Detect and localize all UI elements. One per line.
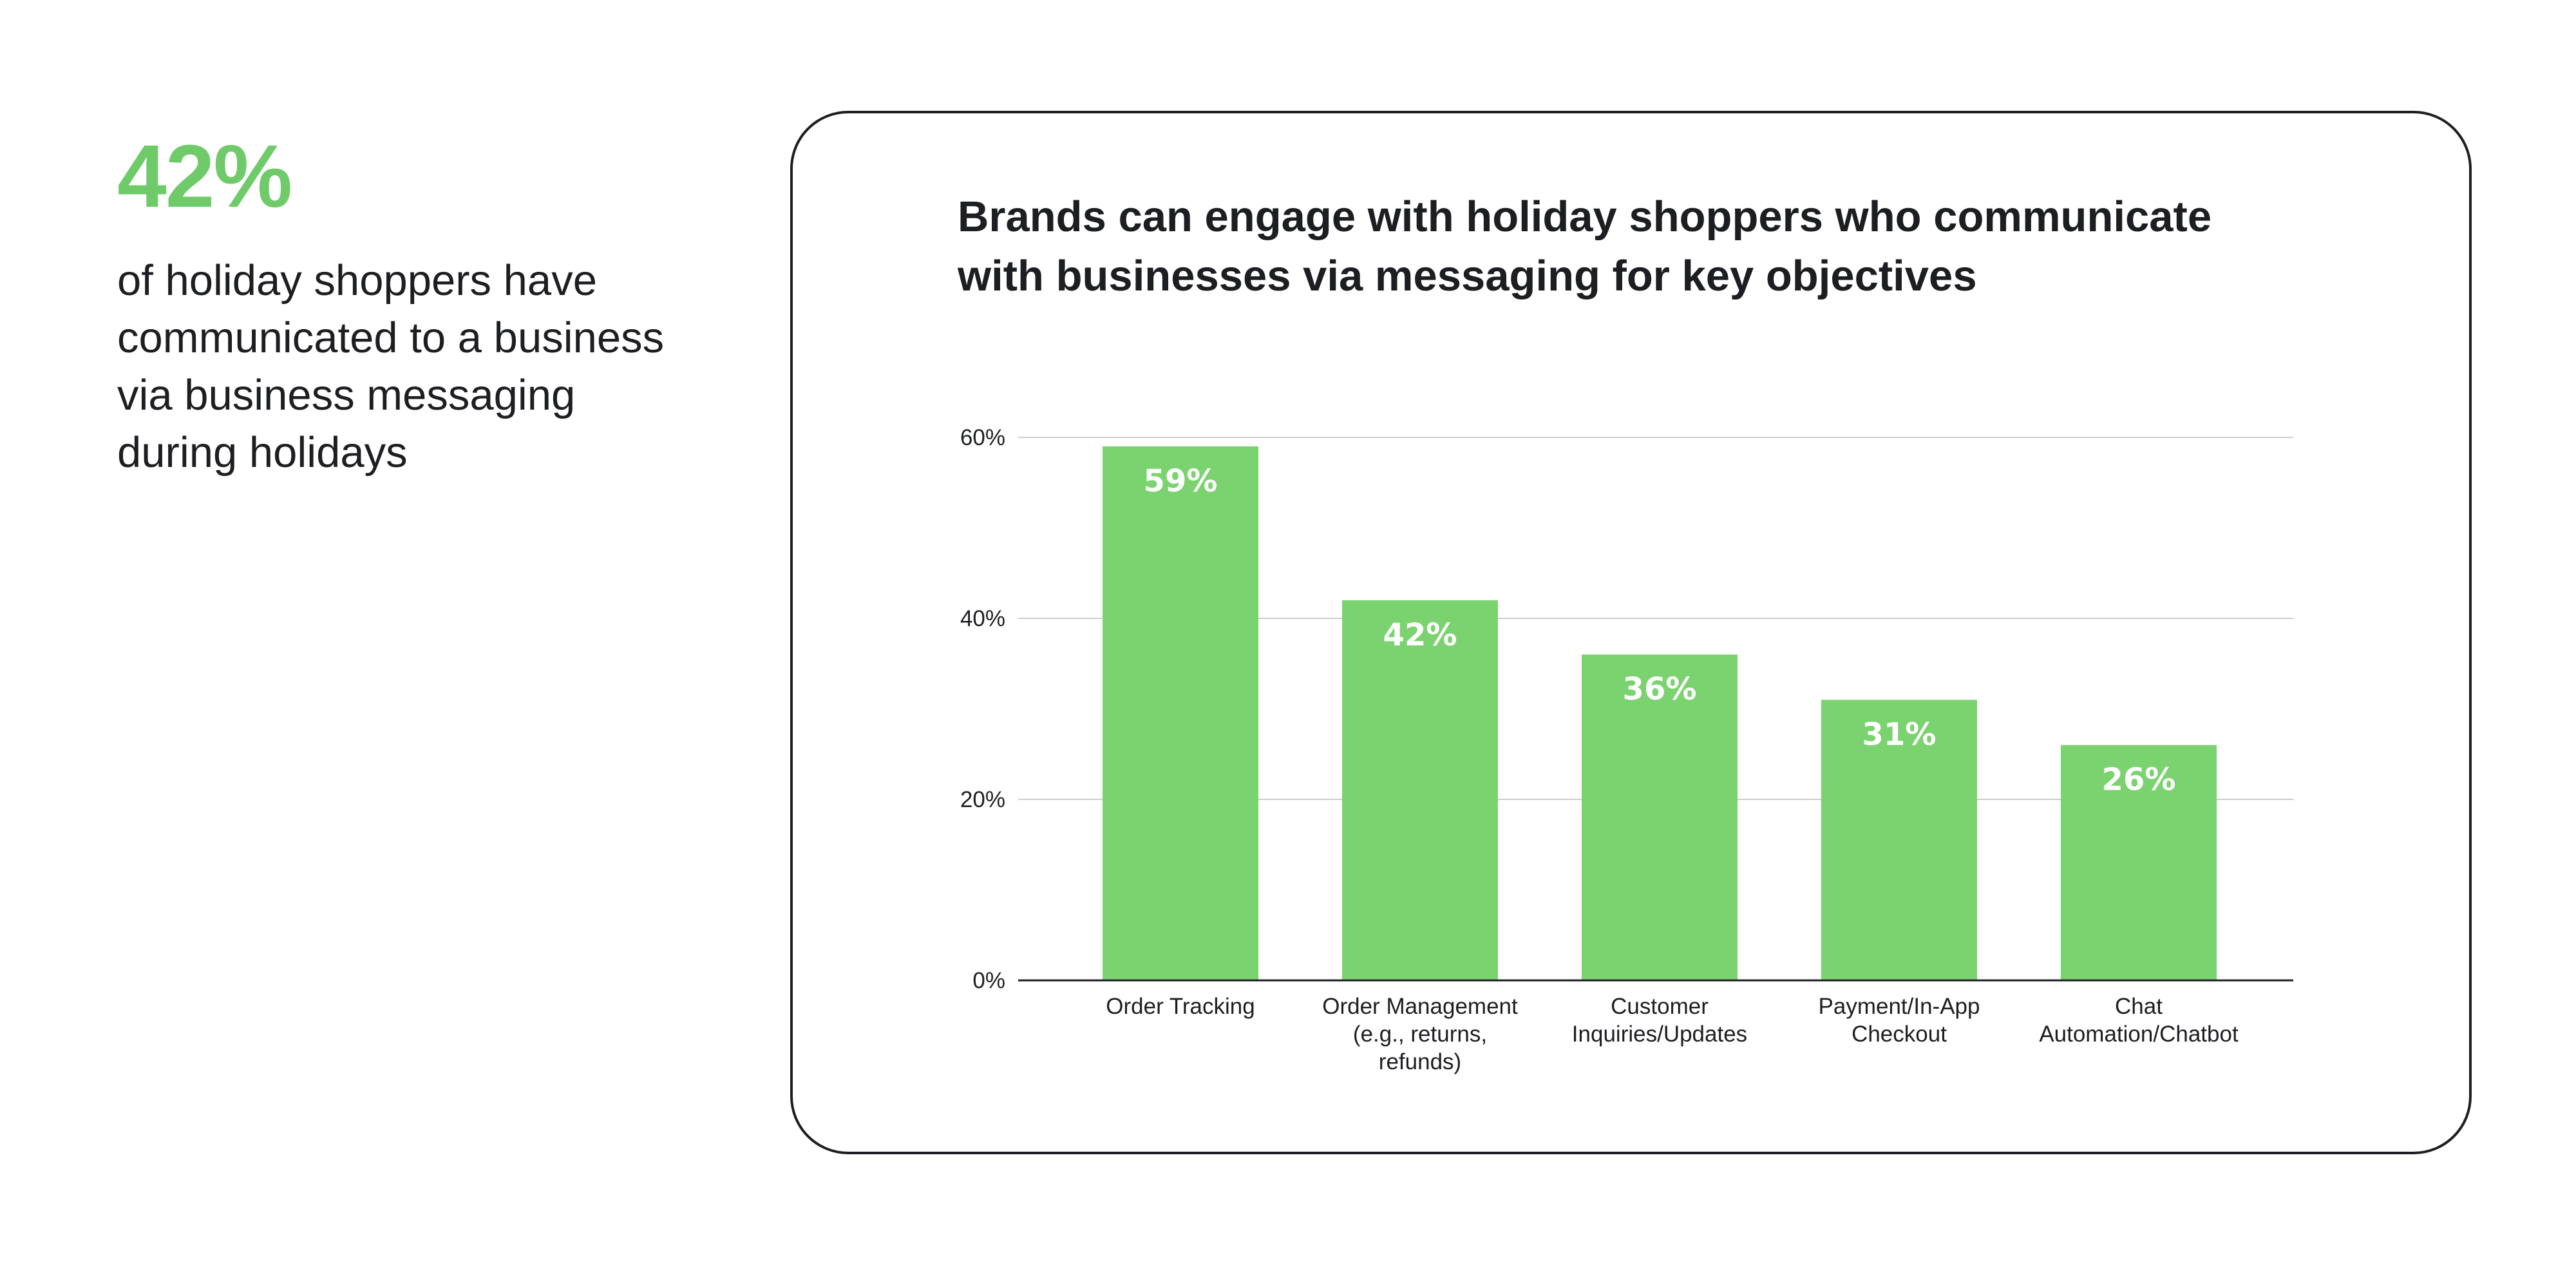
bar-value-label: 31% xyxy=(1862,716,1937,752)
x-category-label: Order Management (e.g., returns, refunds) xyxy=(1322,994,1518,1074)
bar-value-label: 59% xyxy=(1144,463,1218,499)
stat-block: 42% of holiday shoppers have communicate… xyxy=(117,132,697,481)
bar xyxy=(1582,654,1738,980)
bar-value-label: 36% xyxy=(1623,671,1697,707)
x-category-label: Chat Automation/Chatbot xyxy=(2039,994,2239,1047)
y-tick-label: 0% xyxy=(972,968,1005,993)
bar xyxy=(1342,600,1498,980)
axes: 0% 20% 40% 60% Order Tracking Order Managemen… xyxy=(960,425,2293,1074)
bar-value-label: 26% xyxy=(2102,762,2176,798)
x-category-label: Order Tracking xyxy=(1106,994,1255,1019)
y-tick-label: 20% xyxy=(960,787,1005,812)
bar xyxy=(1821,700,1977,980)
bar xyxy=(1103,446,1258,980)
bar xyxy=(2061,745,2217,980)
bar-value-label: 42% xyxy=(1383,617,1457,653)
bar-chart: 59% 42% 36% 31% 26% 0% 20% 40% 60% Order Trackin… xyxy=(960,425,2293,1074)
bars: 59% 42% 36% 31% 26% xyxy=(1103,446,2217,980)
y-tick-label: 60% xyxy=(960,425,1005,450)
x-category-label: Payment/In-App Checkout xyxy=(1819,994,1980,1047)
stat-caption: of holiday shoppers have communicated to… xyxy=(117,256,665,477)
chart-title: Brands can engage with holiday shoppers … xyxy=(958,193,2212,300)
y-tick-label: 40% xyxy=(960,606,1005,631)
stat-value: 42% xyxy=(117,127,292,226)
x-category-label: Customer Inquiries/Updates xyxy=(1572,994,1747,1047)
chart-card: Brands can engage with holiday shoppers … xyxy=(790,111,2472,1154)
